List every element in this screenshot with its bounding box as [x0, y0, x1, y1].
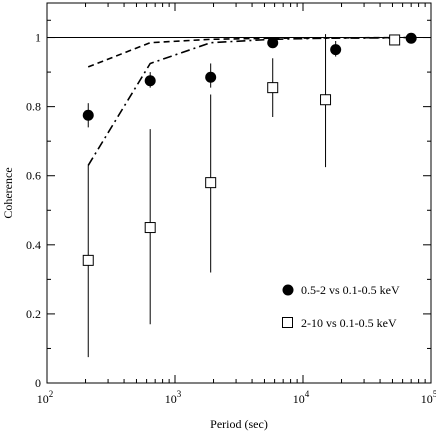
data-point-circle — [144, 75, 156, 87]
y-tick-label: 0 — [35, 376, 41, 390]
legend: 0.5-2 vs 0.1-0.5 keV 2-10 vs 0.1-0.5 keV — [282, 283, 400, 330]
data-point-circle — [330, 44, 342, 56]
model-line-dashed — [87, 36, 412, 68]
data-point-square — [320, 94, 332, 106]
x-tick-base: 10 — [293, 392, 305, 406]
lines-layer — [47, 36, 431, 166]
data-point-square — [205, 177, 217, 189]
data-point-square — [267, 82, 279, 94]
x-tick-exponent: 5 — [433, 389, 436, 399]
data-point-square — [144, 222, 156, 234]
legend-label: 0.5-2 vs 0.1-0.5 keV — [301, 283, 400, 297]
data-point-circle — [405, 32, 417, 44]
x-tick-exponent: 3 — [177, 389, 182, 399]
x-tick-exponent: 4 — [305, 389, 310, 399]
x-axis-title: Period (sec) — [210, 417, 268, 431]
model-line-dashdot — [87, 37, 395, 166]
y-tick-label: 0.8 — [26, 100, 41, 114]
y-tick-label: 0.2 — [26, 307, 41, 321]
x-tick-base: 10 — [165, 392, 177, 406]
legend-marker-filled-circle — [282, 284, 294, 296]
x-tick-label: 104 — [293, 389, 310, 406]
data-point-circle — [205, 71, 217, 83]
y-tick-label: 1 — [35, 31, 41, 45]
x-tick-label: 102 — [37, 389, 54, 406]
points-layer — [82, 32, 417, 358]
y-tick-label: 0.6 — [26, 169, 41, 183]
legend-marker-open-square — [282, 317, 293, 328]
x-tick-label: 103 — [165, 389, 182, 406]
x-tick-base: 10 — [421, 392, 433, 406]
data-point-circle — [267, 37, 279, 49]
x-tick-exponent: 2 — [49, 389, 54, 399]
data-point-square — [82, 254, 94, 266]
plot-frame — [46, 2, 432, 384]
y-tick-label: 0.4 — [26, 238, 41, 252]
data-point-square — [389, 34, 401, 46]
x-tick-base: 10 — [37, 392, 49, 406]
data-point-circle — [82, 109, 94, 121]
legend-label: 2-10 vs 0.1-0.5 keV — [301, 316, 397, 330]
x-tick-label: 105 — [421, 389, 436, 406]
y-axis-title: Coherence — [1, 167, 15, 218]
